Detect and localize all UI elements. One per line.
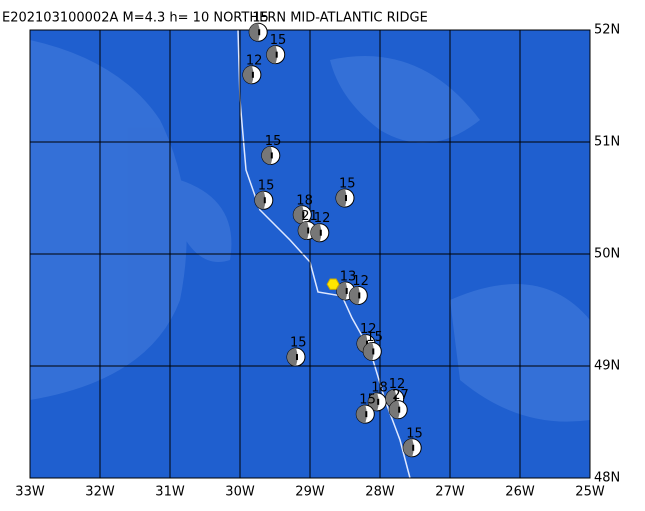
beachball-quadrant (368, 392, 379, 411)
depth-label: 15 (339, 177, 356, 192)
y-tick-label: 50N (594, 247, 620, 262)
x-tick-label: 33W (15, 485, 45, 500)
focal-mechanism (286, 347, 306, 367)
beachball-quadrant (336, 281, 348, 300)
beachball-quadrant (293, 205, 304, 224)
beachball-quadrant (349, 286, 360, 305)
depth-label: 12 (246, 53, 263, 68)
depth-label: 12 (352, 274, 369, 289)
depth-label: 13 (340, 269, 357, 284)
y-tick-label: 51N (594, 135, 620, 150)
beachball-quadrant (298, 221, 309, 240)
beachball-quadrant (261, 146, 273, 165)
focal-mechanism (242, 65, 262, 85)
focal-mechanism (348, 285, 368, 305)
x-tick-label: 25W (575, 485, 605, 500)
depth-label: 12 (360, 322, 377, 337)
depth-label: 18 (371, 380, 388, 395)
focal-mechanism (266, 45, 286, 65)
beachball-quadrant (336, 189, 347, 207)
depth-label: 15 (366, 330, 383, 345)
focal-mechanism (402, 438, 422, 458)
depth-label: 15 (265, 134, 282, 149)
x-tick-label: 27W (435, 485, 465, 500)
beachball-quadrant (356, 405, 367, 424)
y-tick-label: 52N (594, 23, 620, 38)
beachball-quadrant (287, 348, 298, 367)
beachball-quadrant (363, 342, 374, 361)
y-tick-label: 49N (594, 359, 620, 374)
depth-label: 15 (252, 11, 269, 26)
x-tick-label: 28W (365, 485, 395, 500)
focal-mechanism (335, 188, 355, 208)
map-title: E202103100002A M=4.3 h= 10 NORTHERN MID-… (2, 11, 428, 26)
depth-label: 15 (359, 393, 376, 408)
depth-label: 15 (290, 336, 307, 351)
x-tick-label: 32W (85, 485, 115, 500)
beachball-quadrant (266, 45, 278, 64)
depth-label: 15 (270, 33, 287, 48)
focal-mechanism (310, 223, 330, 243)
focal-mechanism (292, 205, 312, 225)
depth-label: 12 (314, 211, 331, 226)
main-event (326, 278, 340, 290)
depth-label: 18 (296, 193, 313, 208)
focal-mechanism (362, 341, 382, 361)
depth-label: 21 (301, 209, 318, 224)
focal-mechanism (367, 392, 387, 412)
x-tick-label: 30W (225, 485, 255, 500)
focal-mechanism (261, 145, 281, 165)
x-tick-label: 29W (295, 485, 325, 500)
y-tick-label: 48N (594, 471, 620, 486)
x-tick-label: 31W (155, 485, 185, 500)
depth-label: 15 (406, 426, 423, 441)
depth-label: 12 (389, 377, 406, 392)
map-frame (29, 29, 591, 479)
depth-label: 27 (392, 388, 409, 403)
beachball-quadrant (249, 23, 260, 42)
x-tick-label: 26W (505, 485, 535, 500)
beachball-quadrant (242, 65, 254, 84)
focal-mechanism (248, 22, 268, 42)
focal-mechanism (355, 404, 375, 424)
bathymetry (30, 40, 590, 422)
beachball-quadrant (389, 400, 400, 419)
beachball-quadrant (254, 191, 266, 210)
depth-label: 15 (258, 179, 275, 194)
beachball-quadrant (310, 223, 322, 242)
focal-mechanism (254, 190, 274, 210)
focal-mechanism (388, 400, 408, 420)
beachball-quadrant (403, 438, 414, 457)
